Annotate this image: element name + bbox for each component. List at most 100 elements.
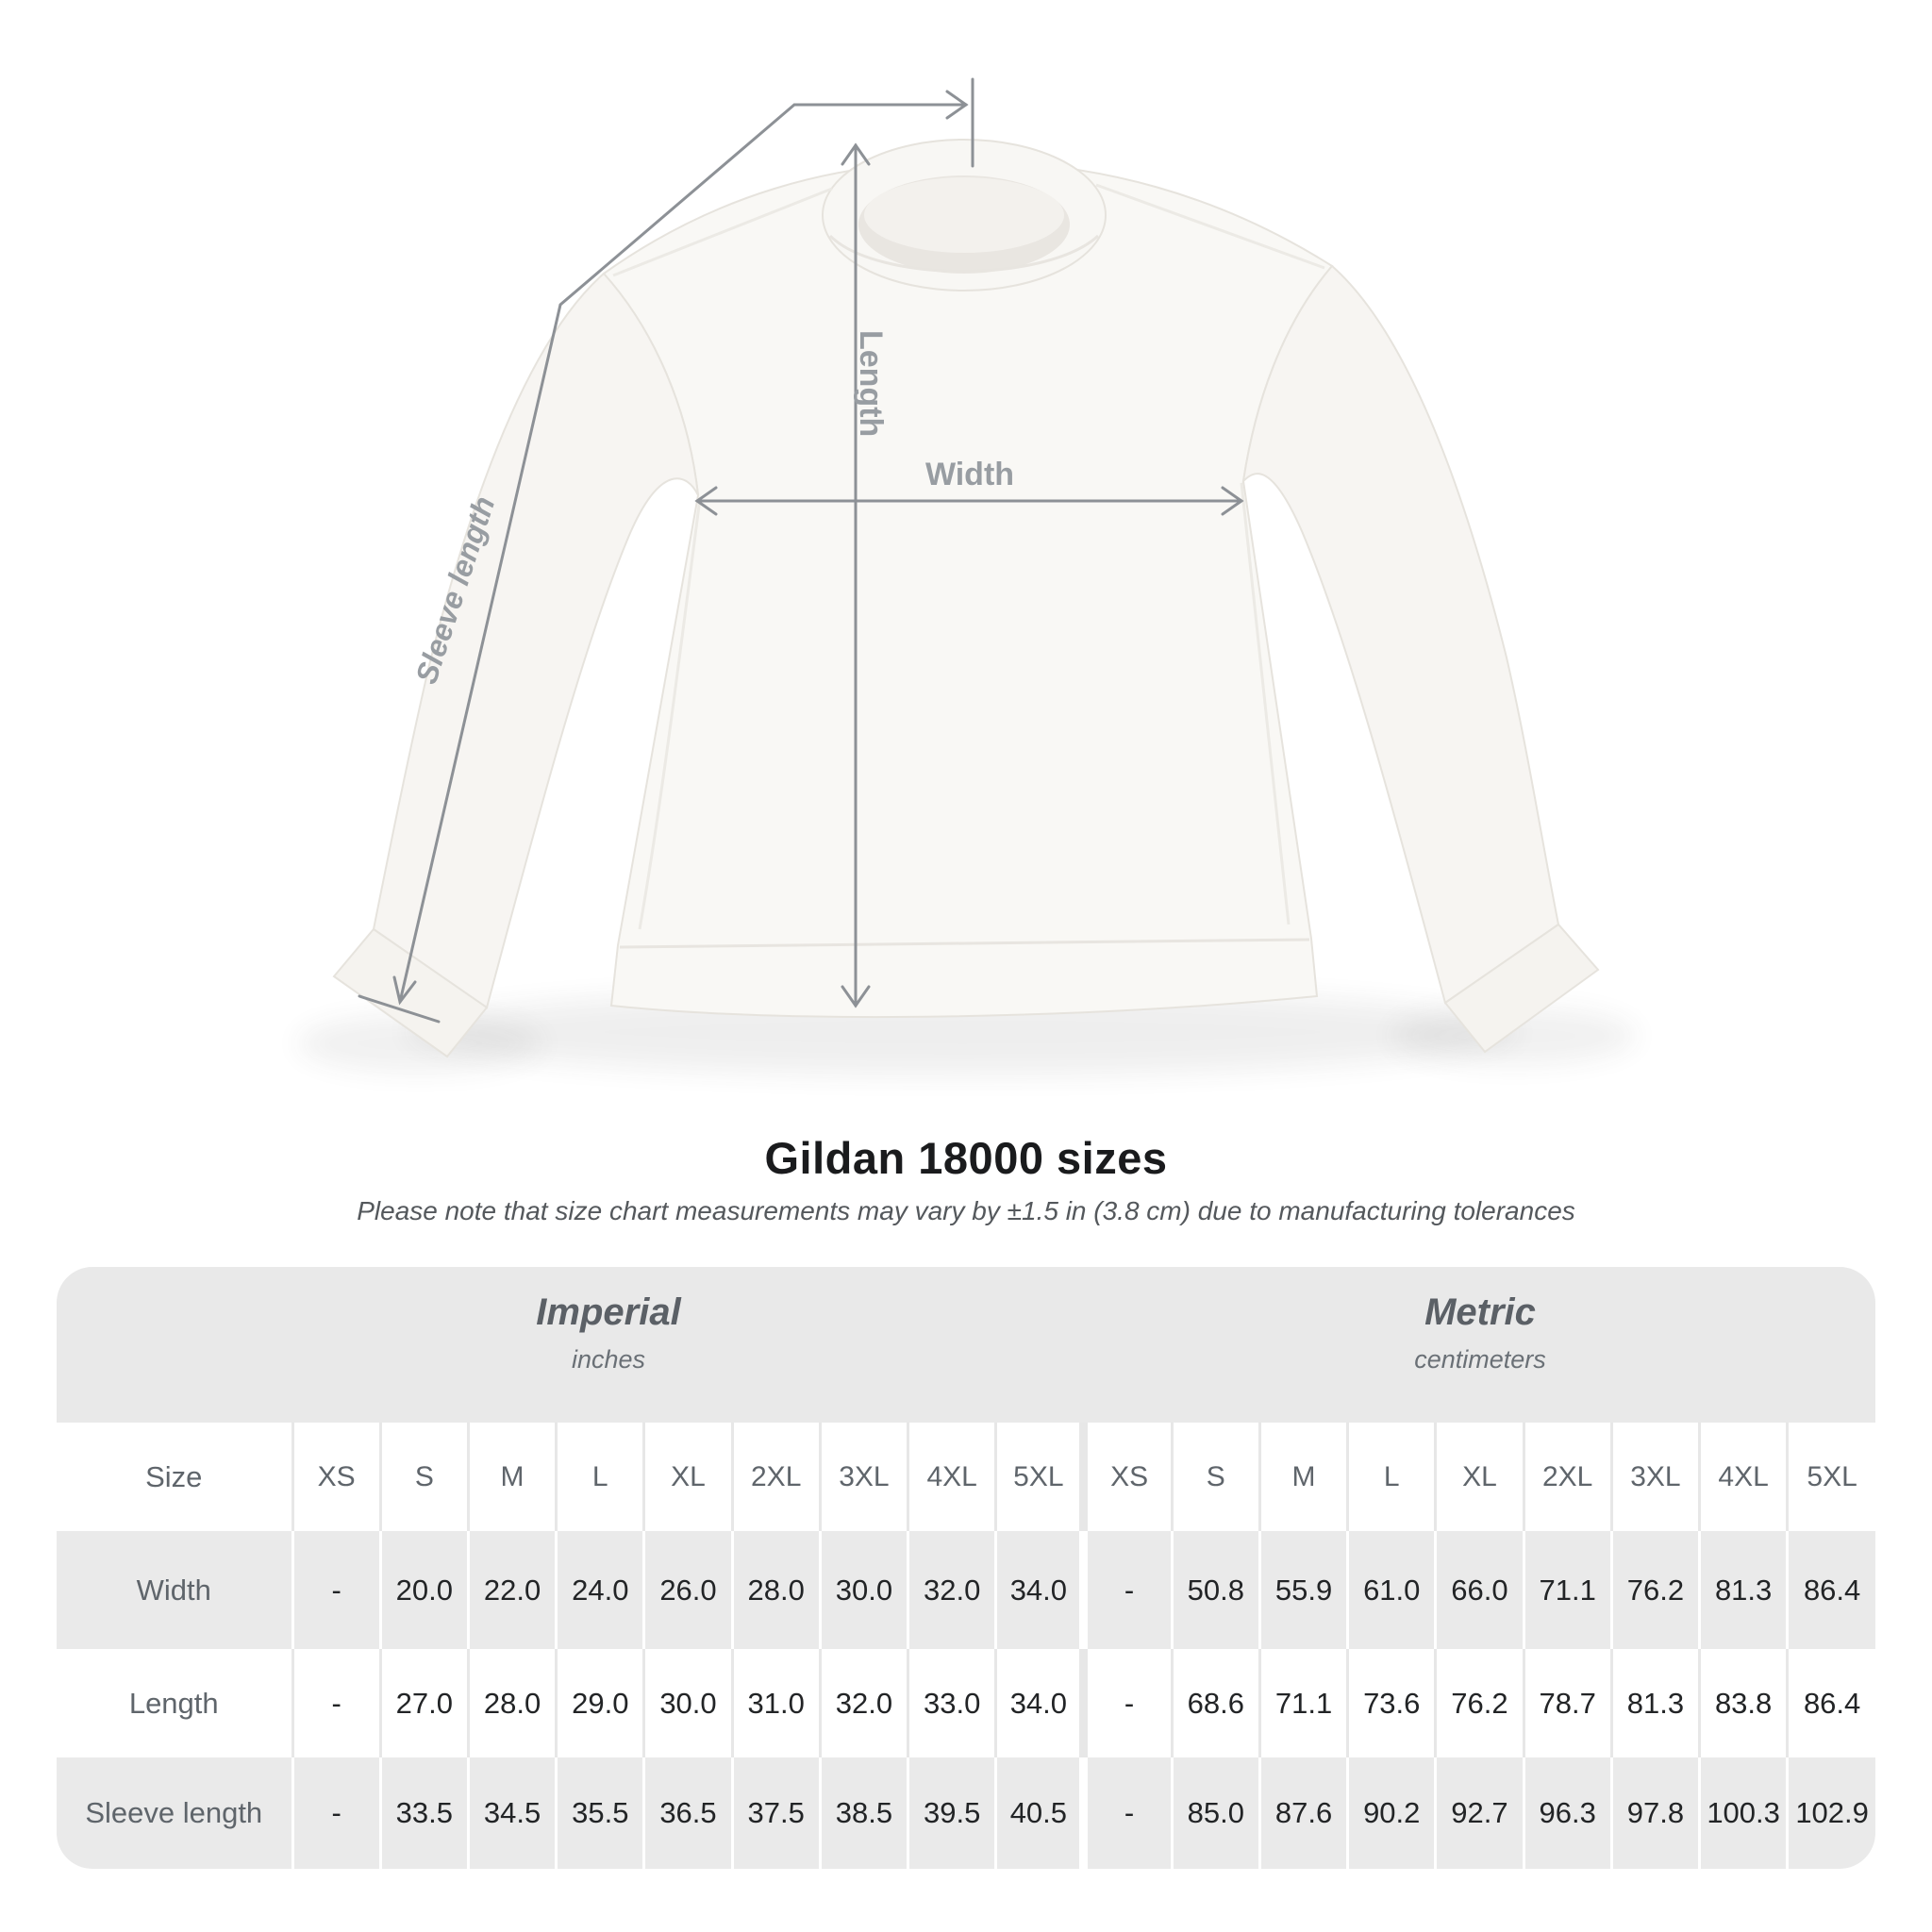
measurement-row: Width -20.0 22.0 24.0 26.0 28.0 30.0 32.0 34.0-5… (57, 1531, 1875, 1649)
size-header-metric-m: M (1257, 1423, 1348, 1531)
product-image: Length Width Sleeve length (297, 77, 1637, 1075)
value-cell: 22.0 (466, 1531, 557, 1649)
length-measure-line (841, 142, 871, 1008)
measurement-annotations (358, 77, 1244, 1024)
value-cell: - (1079, 1531, 1173, 1649)
imperial-unit-group: Imperial inches (536, 1291, 680, 1374)
tolerance-note: Please note that size chart measurements… (357, 1196, 1575, 1225)
value-cell: 90.2 (1346, 1757, 1436, 1869)
value-cell: 32.0 (818, 1649, 908, 1757)
size-header-metric-4xl: 4XL (1697, 1423, 1788, 1531)
size-header-metric-xs: XS (1079, 1423, 1173, 1531)
value-cell: 29.0 (555, 1649, 644, 1757)
value-cell: 81.3 (1697, 1531, 1788, 1649)
size-header-imperial-2xl: 2XL (730, 1423, 821, 1531)
value-cell: 87.6 (1257, 1757, 1348, 1869)
value-cell: 31.0 (730, 1649, 821, 1757)
right-shoulder-seam (1095, 183, 1325, 270)
value-cell: - (291, 1531, 381, 1649)
size-header-metric-xl: XL (1434, 1423, 1524, 1531)
measurement-label: Width (136, 1573, 211, 1607)
size-header-metric-l: L (1346, 1423, 1436, 1531)
metric-label: Metric (1424, 1291, 1536, 1333)
value-cell: 32.0 (907, 1531, 996, 1649)
value-cell: 97.8 (1609, 1757, 1700, 1869)
value-cell: 27.0 (378, 1649, 469, 1757)
value-cell: 37.5 (730, 1757, 821, 1869)
value-cell: 20.0 (378, 1531, 469, 1649)
value-cell: 34.5 (466, 1757, 557, 1869)
left-sleeve (372, 272, 699, 1009)
imperial-sublabel: inches (571, 1345, 646, 1374)
value-cell: 30.0 (642, 1649, 733, 1757)
right-body-crease (1240, 482, 1291, 925)
value-cell: 55.9 (1257, 1531, 1348, 1649)
value-cell: 96.3 (1522, 1757, 1612, 1869)
left-shoulder-seam (612, 187, 833, 277)
size-header-row: Size XS S M L XL 2XL 3XL 4XL 5XL XS S M L XL 2XL 3XL 4XL 5… (57, 1423, 1875, 1531)
width-label: Width (925, 457, 1014, 492)
value-cell: - (291, 1757, 381, 1869)
size-header-imperial-l: L (555, 1423, 644, 1531)
value-cell: 40.5 (994, 1757, 1084, 1869)
left-cuff-shadow (297, 1015, 542, 1072)
units-band: Imperial inches Metric centimeters (57, 1267, 1875, 1423)
value-cell: 35.5 (555, 1757, 644, 1869)
value-cell: - (1079, 1757, 1173, 1869)
size-header-metric-s: S (1170, 1423, 1260, 1531)
value-cell: 50.8 (1170, 1531, 1260, 1649)
right-cuff (1443, 923, 1600, 1054)
value-cell: 24.0 (555, 1531, 644, 1649)
value-cell: 28.0 (730, 1531, 821, 1649)
value-cell: 26.0 (642, 1531, 733, 1649)
value-cell: 34.0 (994, 1649, 1084, 1757)
size-header-imperial-4xl: 4XL (907, 1423, 996, 1531)
value-cell: 68.6 (1170, 1649, 1260, 1757)
value-cell: 92.7 (1434, 1757, 1524, 1869)
page-title: Gildan 18000 sizes (764, 1133, 1168, 1183)
measurement-row: Length -27.0 28.0 29.0 30.0 31.0 32.0 33.0 34.0-… (57, 1649, 1875, 1757)
value-cell: 34.0 (994, 1531, 1084, 1649)
sweatshirt-mockup (297, 139, 1637, 1075)
measurement-label: Sleeve length (85, 1796, 263, 1829)
value-cell: 81.3 (1609, 1649, 1700, 1757)
value-cell: 30.0 (818, 1531, 908, 1649)
hem-seam (619, 938, 1310, 949)
left-cuff (332, 927, 489, 1058)
value-cell: 61.0 (1346, 1531, 1436, 1649)
size-header-imperial-xs: XS (291, 1423, 381, 1531)
left-body-crease (638, 497, 702, 930)
metric-unit-group: Metric centimeters (1414, 1291, 1546, 1374)
value-cell: 102.9 (1786, 1757, 1875, 1869)
metric-sublabel: centimeters (1414, 1345, 1546, 1374)
value-cell: 83.8 (1697, 1649, 1788, 1757)
value-cell: 71.1 (1257, 1649, 1348, 1757)
value-cell: 36.5 (642, 1757, 733, 1869)
measurement-row: Sleeve length -33.5 34.5 35.5 36.5 37.5 38.5 39… (57, 1757, 1875, 1869)
collar-back-fabric (864, 177, 1064, 253)
value-cell: 28.0 (466, 1649, 557, 1757)
value-cell: 73.6 (1346, 1649, 1436, 1757)
size-header-imperial-s: S (378, 1423, 469, 1531)
imperial-label: Imperial (536, 1291, 681, 1333)
value-cell: 100.3 (1697, 1757, 1788, 1869)
value-cell: 76.2 (1609, 1531, 1700, 1649)
size-header-imperial-xl: XL (642, 1423, 733, 1531)
value-cell: 86.4 (1786, 1531, 1875, 1649)
value-cell: 33.0 (907, 1649, 996, 1757)
size-chart-table: Imperial inches Metric centimeters Size X… (57, 1267, 1875, 1869)
right-sleeve (1241, 264, 1560, 1005)
value-cell: 78.7 (1522, 1649, 1612, 1757)
value-cell: - (291, 1649, 381, 1757)
value-cell: 66.0 (1434, 1531, 1524, 1649)
value-cell: - (1079, 1649, 1173, 1757)
value-cell: 71.1 (1522, 1531, 1612, 1649)
size-header-imperial-3xl: 3XL (818, 1423, 908, 1531)
value-cell: 86.4 (1786, 1649, 1875, 1757)
size-header-imperial-m: M (466, 1423, 557, 1531)
size-header-metric-5xl: 5XL (1786, 1423, 1875, 1531)
measurement-label: Length (128, 1686, 219, 1720)
size-column-header: Size (145, 1459, 203, 1493)
width-measure-line (694, 486, 1244, 516)
